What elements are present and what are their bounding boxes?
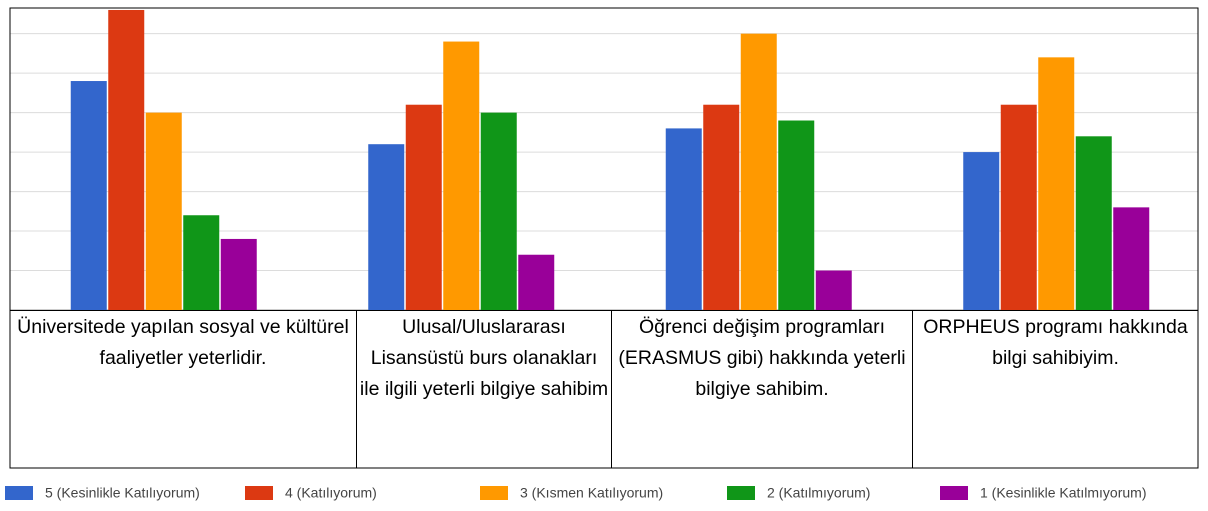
bar <box>1113 207 1150 310</box>
legend-label: 2 (Katılmıyorum) <box>767 485 870 501</box>
bar <box>183 215 220 310</box>
bar <box>665 128 702 310</box>
bar <box>778 120 815 311</box>
bar <box>815 270 852 310</box>
legend-label: 5 (Kesinlikle Katılıyorum) <box>45 485 200 501</box>
bar <box>963 152 1000 310</box>
bar <box>443 41 480 311</box>
bar <box>1038 57 1075 310</box>
bar <box>740 33 777 311</box>
legend-swatch <box>5 486 33 500</box>
legend-swatch <box>245 486 273 500</box>
legend-label: 4 (Katılıyorum) <box>285 485 377 501</box>
category-label: Ulusal/Uluslararası Lisansüstü burs olan… <box>357 310 612 468</box>
bar <box>1075 136 1112 310</box>
legend-swatch <box>940 486 968 500</box>
category-table: Üniversitede yapılan sosyal ve kültürel … <box>10 310 1198 468</box>
frame <box>9 7 1199 469</box>
bar <box>405 104 442 310</box>
bar <box>703 104 740 310</box>
bar <box>1000 104 1037 310</box>
legend-label: 1 (Kesinlikle Katılmıyorum) <box>980 485 1147 501</box>
legend-swatch <box>727 486 755 500</box>
bar <box>108 9 145 311</box>
bar <box>480 112 517 310</box>
category-label: ORPHEUS programı hakkında bilgi sahibiyi… <box>913 310 1198 468</box>
legend-label: 3 (Kısmen Katılıyorum) <box>520 485 663 501</box>
bar <box>220 238 257 310</box>
bar <box>145 112 182 310</box>
bar <box>518 254 555 310</box>
bar <box>368 144 405 310</box>
bar <box>70 81 107 310</box>
category-label: Üniversitede yapılan sosyal ve kültürel … <box>10 310 357 468</box>
legend-swatch <box>480 486 508 500</box>
category-label: Öğrenci değişim programları (ERASMUS gib… <box>612 310 913 468</box>
